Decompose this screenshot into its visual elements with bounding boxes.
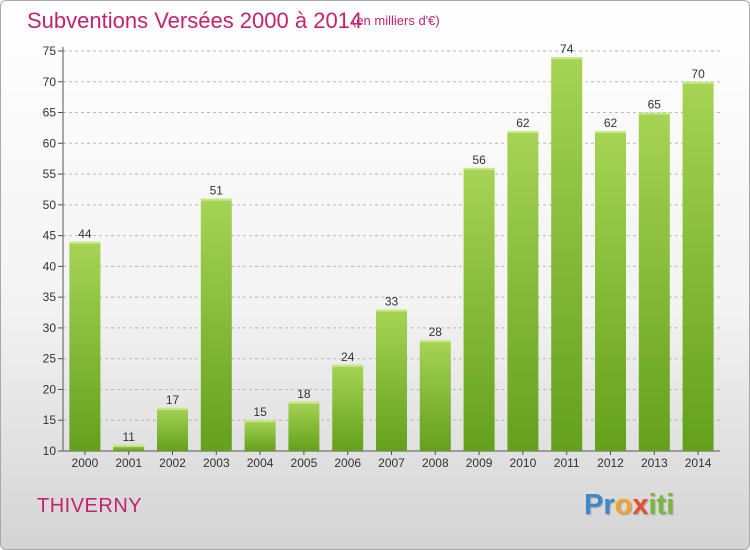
bar-highlight	[507, 131, 539, 133]
data-label: 44	[78, 227, 92, 241]
y-tick-label: 70	[43, 75, 57, 89]
data-label: 24	[341, 350, 355, 364]
data-label: 62	[516, 116, 530, 130]
logo-part-4: iti	[648, 489, 675, 521]
x-tick-label: 2010	[510, 456, 537, 470]
x-tick-label: 2008	[422, 456, 449, 470]
proxiti-logo: Proxiti	[584, 489, 674, 522]
data-label: 28	[429, 325, 443, 339]
chart-title: Subventions Versées 2000 à 2014	[27, 8, 363, 33]
bar	[463, 167, 495, 451]
data-label: 33	[385, 294, 399, 308]
x-tick-label: 2001	[115, 456, 142, 470]
bar	[595, 131, 626, 451]
bar-highlight	[595, 131, 626, 133]
bar	[69, 241, 101, 451]
y-tick-label: 25	[43, 352, 57, 366]
y-tick-label: 15	[43, 413, 57, 427]
y-tick-label: 45	[43, 229, 57, 243]
bar	[200, 198, 232, 451]
bar-highlight	[463, 167, 495, 170]
bar	[288, 401, 320, 451]
bar-highlight	[376, 309, 407, 312]
x-tick-label: 2000	[72, 456, 99, 470]
y-tick-label: 10	[43, 444, 57, 458]
y-tick-label: 50	[43, 198, 57, 212]
x-tick-label: 2011	[554, 456, 580, 470]
bar-highlight	[69, 241, 101, 244]
bar-highlight	[244, 420, 276, 423]
y-tick-label: 35	[43, 290, 57, 304]
bar-highlight	[157, 407, 188, 410]
bar-highlight	[419, 340, 451, 343]
logo-part-1: Pr	[584, 489, 615, 521]
data-label: 11	[122, 430, 135, 444]
data-label: 17	[166, 393, 180, 407]
bar	[157, 407, 188, 451]
x-tick-label: 2004	[247, 456, 274, 470]
bar	[551, 57, 583, 452]
y-tick-label: 75	[43, 44, 57, 58]
x-tick-label: 2007	[378, 456, 405, 470]
x-tick-label: 2006	[334, 456, 361, 470]
commune-name: THIVERNY	[37, 495, 143, 517]
y-tick-label: 40	[43, 259, 57, 273]
bar	[376, 309, 407, 451]
x-tick-label: 2002	[159, 456, 186, 470]
bar	[332, 364, 364, 451]
data-label: 18	[297, 387, 311, 401]
x-tick-label: 2014	[685, 456, 712, 470]
data-label: 62	[604, 116, 618, 130]
bar-highlight	[551, 57, 583, 60]
data-label: 56	[472, 153, 486, 167]
x-tick-label: 2005	[291, 456, 318, 470]
y-tick-label: 20	[43, 382, 57, 396]
data-label: 51	[210, 184, 224, 198]
y-tick-label: 30	[43, 321, 57, 335]
bar-highlight	[332, 364, 364, 367]
x-tick-label: 2009	[466, 456, 493, 470]
y-tick-label: 60	[43, 136, 57, 150]
y-tick-label: 65	[43, 106, 57, 120]
x-tick-label: 2012	[597, 456, 624, 470]
data-label: 74	[560, 42, 574, 56]
data-label: 65	[648, 98, 662, 112]
logo-part-2: o	[614, 489, 633, 521]
bar	[638, 112, 670, 452]
bar	[682, 81, 714, 452]
x-tick-label: 2003	[203, 456, 230, 470]
bar	[113, 444, 145, 451]
bar-highlight	[682, 81, 714, 84]
bar-highlight	[638, 112, 670, 115]
bar	[507, 131, 539, 451]
bar-highlight	[200, 198, 232, 201]
bar-highlight	[113, 444, 145, 447]
data-label: 15	[253, 405, 267, 419]
y-tick-label: 55	[43, 167, 57, 181]
data-label: 70	[691, 67, 705, 81]
x-tick-label: 2013	[641, 456, 668, 470]
bar	[244, 420, 276, 451]
bar-highlight	[288, 401, 320, 404]
bar	[419, 340, 451, 451]
chart-subtitle: (en milliers d'€)	[352, 13, 440, 28]
logo-part-3: x	[632, 489, 649, 521]
